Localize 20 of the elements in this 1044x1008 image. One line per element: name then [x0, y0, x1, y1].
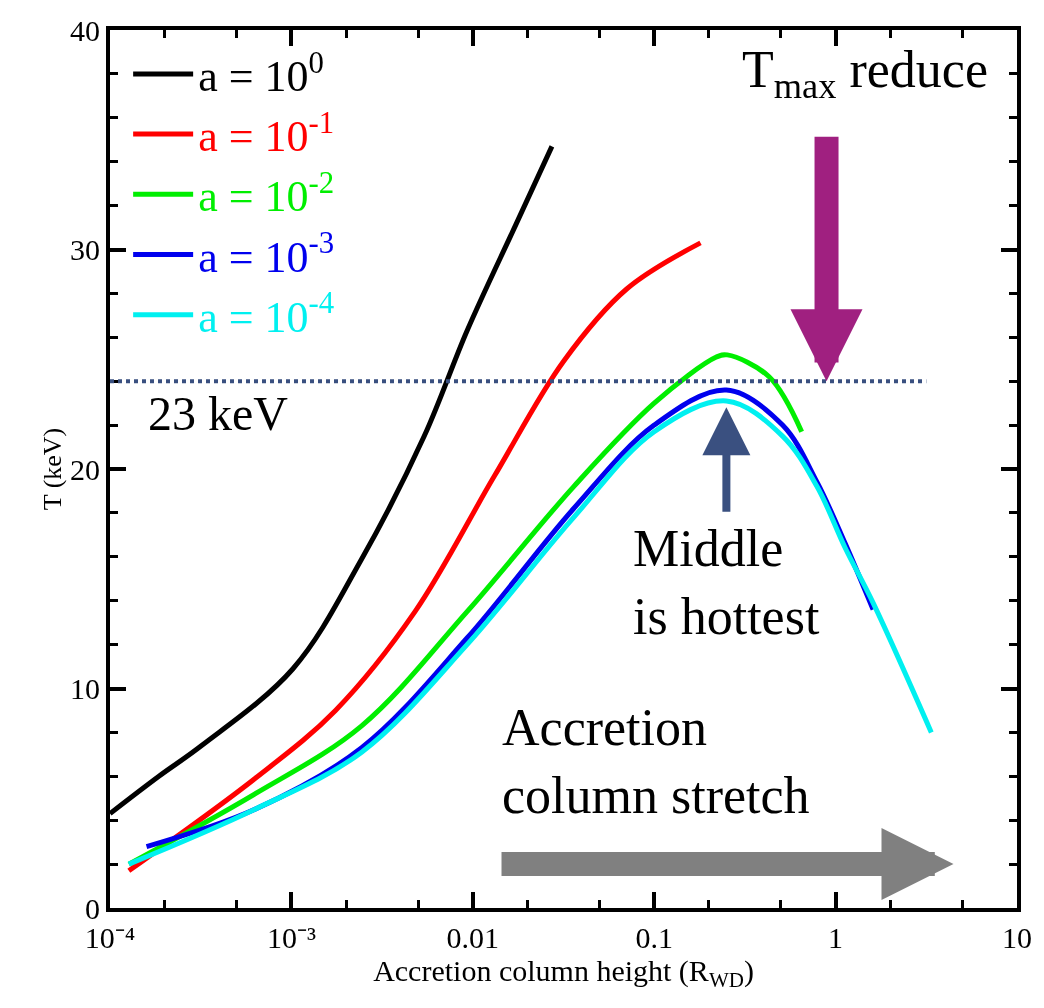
- x-axis-title: Accretion column height (R$_{WD}$): [373, 954, 754, 993]
- annotation: Accretion column stretch: [502, 699, 810, 824]
- legend-label: a = 10$^{-2}$: [198, 165, 335, 222]
- x-tick-label: 10⁻³: [266, 921, 316, 954]
- y-tick-label: 10: [70, 672, 100, 705]
- legend-label: a = 10$^{-4}$: [198, 286, 335, 342]
- x-tick-label: 0.1: [635, 921, 673, 954]
- y-axis-title: T (keV): [37, 427, 67, 511]
- annotation: Middle is hottest: [633, 520, 820, 645]
- x-tick-label: 10: [1002, 921, 1032, 954]
- x-tick-label: 0.01: [446, 921, 500, 954]
- y-tick-label: 40: [70, 13, 100, 47]
- x-tick-label: 1: [828, 921, 844, 954]
- y-tick-label: 30: [70, 233, 100, 266]
- ref-line-label: 23 keV: [148, 387, 289, 440]
- y-tick-label: 20: [70, 452, 100, 486]
- legend-label: a = 10$^{-3}$: [198, 226, 335, 282]
- annotation: T$_{max}$ reduce: [742, 41, 988, 106]
- legend-label: a = 10$^{0}$: [198, 45, 324, 102]
- legend-label: a = 10$^{-1}$: [198, 105, 335, 162]
